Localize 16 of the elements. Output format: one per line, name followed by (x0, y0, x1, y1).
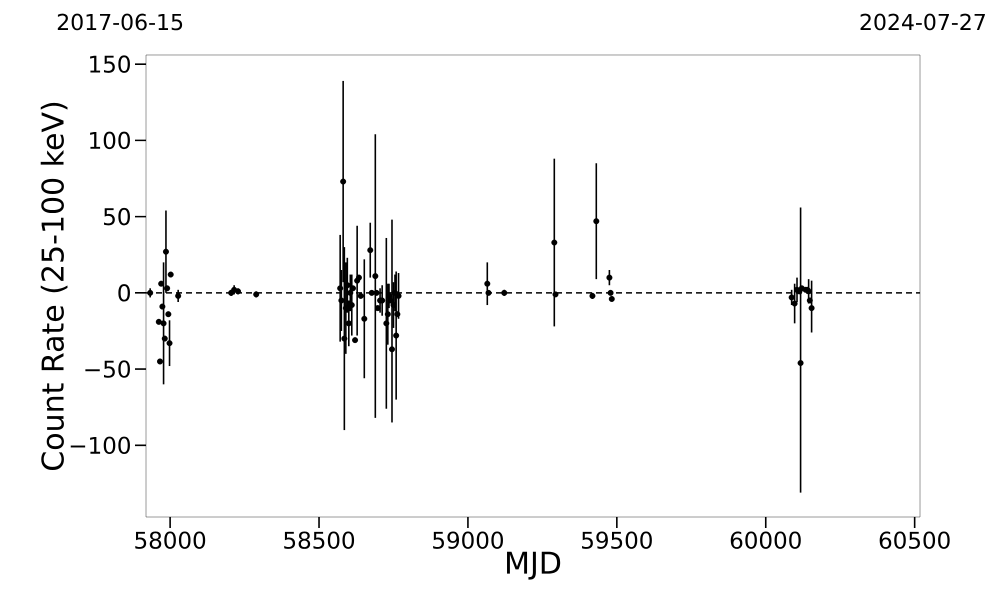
y-axis-title: Count Rate (25-100 keV) (40, 102, 68, 470)
x-tick-label: 58000 (135, 532, 206, 549)
text: 2017-06-15 (58, 14, 182, 30)
x-tick-label: 60500 (880, 532, 950, 549)
x-tick-label: 59000 (433, 532, 503, 549)
y-tick-label: 100 (90, 132, 130, 150)
x-tick-label: 60000 (730, 532, 801, 549)
x-tick-label: 58500 (284, 532, 354, 549)
x-tick-label: 59500 (582, 532, 652, 549)
y-tick-label: 0 (118, 284, 130, 302)
text: 2024-07-27 (860, 14, 985, 30)
y-tick-label: −50 (85, 360, 130, 378)
y-tick-label: −100 (70, 436, 130, 454)
x-axis-title: MJD (507, 552, 560, 580)
y-tick-label: 150 (90, 55, 130, 73)
y-tick-label: 50 (104, 208, 130, 226)
